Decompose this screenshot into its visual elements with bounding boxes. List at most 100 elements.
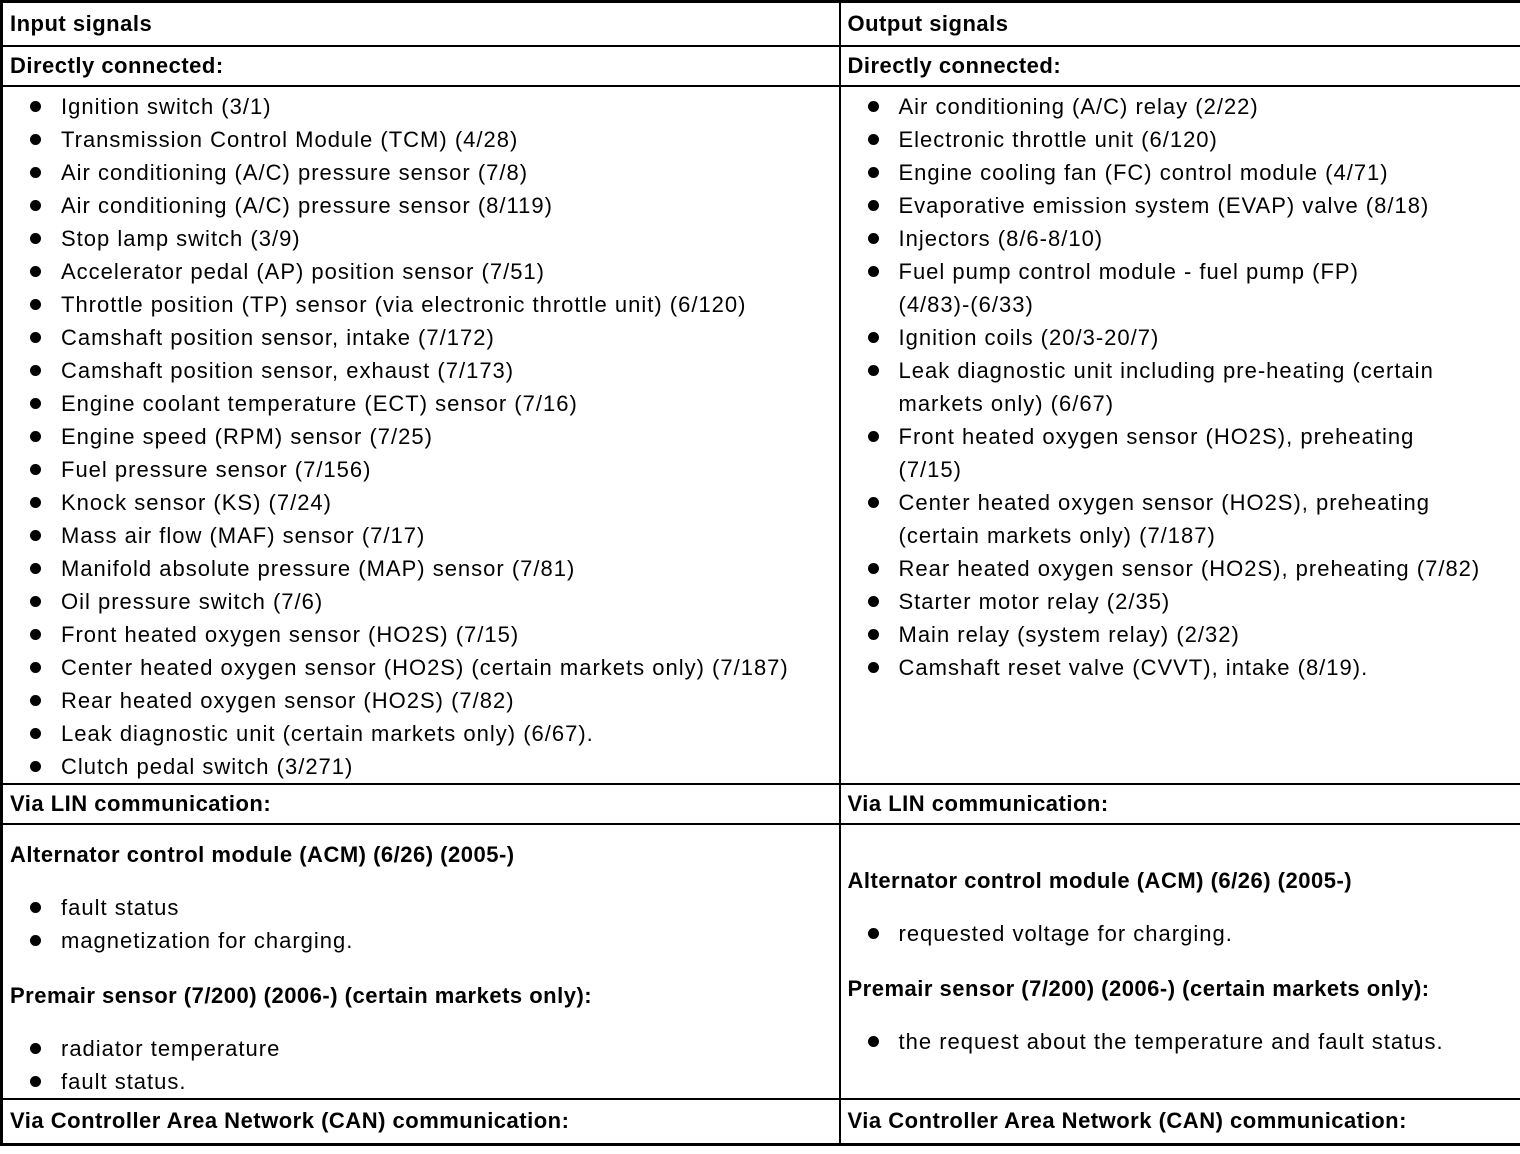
list-item: Rear heated oxygen sensor (HO2S), prehea… [842, 552, 1520, 585]
list-item: Ignition coils (20/3-20/7) [842, 321, 1520, 354]
list-item-text: Fuel pressure sensor (7/156) [61, 456, 372, 482]
list-item: magnetization for charging. [4, 924, 838, 957]
list-item-text: fault status [61, 894, 180, 920]
output-directly-list-cell: Air conditioning (A/C) relay (2/22) Elec… [838, 84, 1520, 785]
input-directly-list: Ignition switch (3/1) Transmission Contr… [4, 90, 838, 782]
bullet-icon [30, 628, 41, 640]
list-item-text: Starter motor relay (2/35) [898, 588, 1171, 614]
section-label-lin-input: Via LIN communication: [0, 782, 841, 825]
list-item: Starter motor relay (2/35) [842, 585, 1520, 618]
list-item-text: Oil pressure switch (7/6) [61, 588, 324, 614]
list-item: Air conditioning (A/C) pressure sensor (… [4, 189, 838, 222]
lin-group-list: the request about the temperature and fa… [842, 1025, 1520, 1058]
list-item-text: requested voltage for charging. [898, 921, 1233, 946]
list-item-text: Leak diagnostic unit including pre-heati… [898, 357, 1434, 416]
list-item-text: Engine cooling fan (FC) control module (… [898, 159, 1389, 185]
section-label-can-output: Via Controller Area Network (CAN) commun… [838, 1097, 1520, 1146]
bullet-icon [867, 331, 879, 343]
bullet-icon [30, 1042, 41, 1054]
bullet-icon [30, 529, 41, 541]
bullet-icon [30, 364, 41, 376]
bullet-icon [867, 232, 879, 244]
lin-group-premair-input: Premair sensor (7/200) (2006-) (certain … [4, 979, 838, 1097]
bullet-icon [30, 562, 41, 574]
bullet-icon [30, 232, 41, 244]
list-item-text: Engine coolant temperature (ECT) sensor … [61, 390, 578, 416]
lin-content-row: Alternator control module (ACM) (6/26) (… [0, 822, 1520, 1100]
list-item: Air conditioning (A/C) relay (2/22) [842, 90, 1520, 123]
output-directly-list: Air conditioning (A/C) relay (2/22) Elec… [842, 90, 1520, 684]
bullet-icon [30, 661, 41, 673]
bullet-icon [867, 265, 879, 277]
list-item-text: Throttle position (TP) sensor (via elect… [61, 291, 747, 317]
list-item-text: Manifold absolute pressure (MAP) sensor … [61, 555, 576, 581]
group-heading: Premair sensor (7/200) (2006-) (certain … [847, 976, 1430, 1001]
directly-connected-label-row: Directly connected: Directly connected: [0, 44, 1520, 87]
list-item-text: Electronic throttle unit (6/120) [898, 126, 1218, 152]
bullet-icon [30, 760, 41, 772]
bullet-icon [30, 496, 41, 508]
list-item: Leak diagnostic unit including pre-heati… [842, 354, 1520, 420]
section-label-directly-input: Directly connected: [0, 44, 841, 87]
bullet-icon [30, 100, 41, 112]
list-item: radiator temperature [4, 1032, 838, 1065]
list-item: Clutch pedal switch (3/271) [4, 750, 838, 782]
lin-label-row: Via LIN communication: Via LIN communica… [0, 782, 1520, 825]
section-label-lin-output: Via LIN communication: [838, 782, 1520, 825]
list-item: Manifold absolute pressure (MAP) sensor … [4, 552, 838, 585]
list-item: fault status. [4, 1065, 838, 1097]
list-item-text: Stop lamp switch (3/9) [61, 225, 301, 251]
list-item: Camshaft position sensor, exhaust (7/173… [4, 354, 838, 387]
list-item: Stop lamp switch (3/9) [4, 222, 838, 255]
lin-group-premair-output: Premair sensor (7/200) (2006-) (certain … [842, 972, 1520, 1058]
bullet-icon [30, 934, 41, 946]
bullet-icon [867, 199, 879, 211]
list-item-text: Evaporative emission system (EVAP) valve… [898, 192, 1430, 218]
list-item: Ignition switch (3/1) [4, 90, 838, 123]
bullet-icon [30, 595, 41, 607]
list-item: Camshaft reset valve (CVVT), intake (8/1… [842, 651, 1520, 684]
list-item: Injectors (8/6-8/10) [842, 222, 1520, 255]
list-item: Fuel pressure sensor (7/156) [4, 453, 838, 486]
lin-group-acm-input: Alternator control module (ACM) (6/26) (… [4, 838, 838, 957]
directly-connected-list-row: Ignition switch (3/1) Transmission Contr… [0, 84, 1520, 785]
bullet-icon [867, 496, 879, 508]
bullet-icon [867, 364, 879, 376]
list-item: Oil pressure switch (7/6) [4, 585, 838, 618]
bullet-icon [30, 265, 41, 277]
list-item-text: Front heated oxygen sensor (HO2S), prehe… [898, 423, 1415, 482]
input-lin-content-cell: Alternator control module (ACM) (6/26) (… [0, 822, 841, 1100]
list-item: Evaporative emission system (EVAP) valve… [842, 189, 1520, 222]
list-item: Transmission Control Module (TCM) (4/28) [4, 123, 838, 156]
bullet-icon [867, 100, 879, 112]
list-item: fault status [4, 891, 838, 924]
bullet-icon [30, 298, 41, 310]
list-item-text: Camshaft reset valve (CVVT), intake (8/1… [898, 654, 1369, 680]
list-item: Front heated oxygen sensor (HO2S) (7/15) [4, 618, 838, 651]
bullet-icon [867, 133, 879, 145]
list-item-text: Rear heated oxygen sensor (HO2S) (7/82) [61, 687, 515, 713]
list-item-text: magnetization for charging. [61, 927, 354, 953]
lin-group-acm-output: Alternator control module (ACM) (6/26) (… [842, 864, 1520, 950]
list-item: Fuel pump control module - fuel pump (FP… [842, 255, 1520, 321]
bullet-icon [30, 463, 41, 475]
list-item: Electronic throttle unit (6/120) [842, 123, 1520, 156]
list-item: Front heated oxygen sensor (HO2S), prehe… [842, 420, 1520, 486]
list-item-text: Knock sensor (KS) (7/24) [61, 489, 332, 515]
list-item-text: the request about the temperature and fa… [898, 1029, 1444, 1054]
list-item: Main relay (system relay) (2/32) [842, 618, 1520, 651]
can-label-row: Via Controller Area Network (CAN) commun… [0, 1097, 1520, 1146]
list-item-text: Camshaft position sensor, intake (7/172) [61, 324, 495, 350]
bullet-icon [867, 166, 879, 178]
lin-group-list: requested voltage for charging. [842, 917, 1520, 950]
list-item: Throttle position (TP) sensor (via elect… [4, 288, 838, 321]
section-label-directly-output: Directly connected: [838, 44, 1520, 87]
list-item-text: Center heated oxygen sensor (HO2S), preh… [898, 489, 1431, 548]
bullet-icon [867, 562, 879, 574]
list-item-text: Fuel pump control module - fuel pump (FP… [898, 258, 1359, 317]
bullet-icon [30, 397, 41, 409]
list-item-text: Ignition coils (20/3-20/7) [898, 324, 1160, 350]
list-item-text: Transmission Control Module (TCM) (4/28) [61, 126, 519, 152]
list-item: Leak diagnostic unit (certain markets on… [4, 717, 838, 750]
list-item: Knock sensor (KS) (7/24) [4, 486, 838, 519]
